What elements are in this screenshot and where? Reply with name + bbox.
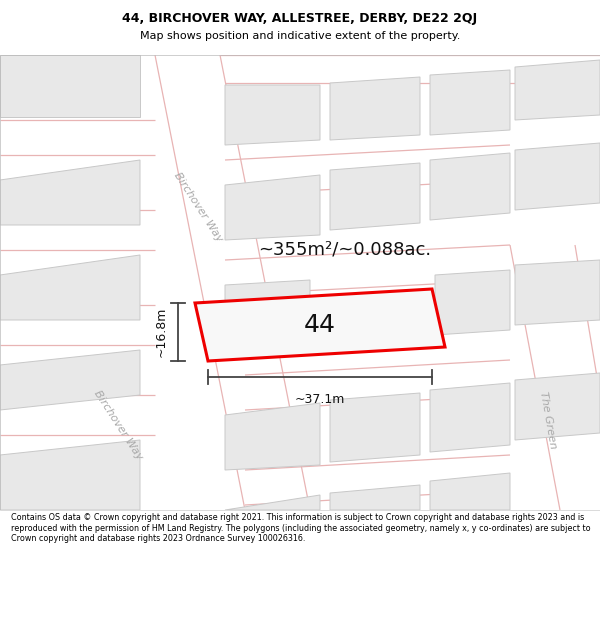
Text: ~16.8m: ~16.8m bbox=[155, 307, 168, 357]
Polygon shape bbox=[515, 143, 600, 210]
Polygon shape bbox=[0, 350, 140, 410]
Polygon shape bbox=[330, 485, 420, 510]
Polygon shape bbox=[225, 495, 320, 510]
Text: The Green: The Green bbox=[538, 391, 558, 449]
Polygon shape bbox=[0, 210, 155, 270]
Polygon shape bbox=[0, 55, 140, 117]
Polygon shape bbox=[0, 255, 140, 320]
Polygon shape bbox=[225, 85, 320, 145]
Text: Birchover Way: Birchover Way bbox=[172, 171, 224, 244]
Polygon shape bbox=[310, 245, 510, 295]
Text: 44: 44 bbox=[304, 313, 336, 337]
Text: Birchover Way: Birchover Way bbox=[92, 388, 144, 462]
Polygon shape bbox=[515, 373, 600, 440]
Polygon shape bbox=[430, 473, 510, 510]
Polygon shape bbox=[245, 360, 510, 410]
Polygon shape bbox=[195, 289, 445, 361]
Text: Contains OS data © Crown copyright and database right 2021. This information is : Contains OS data © Crown copyright and d… bbox=[11, 514, 590, 543]
Polygon shape bbox=[0, 120, 155, 175]
Polygon shape bbox=[225, 175, 320, 240]
Text: ~355m²/~0.088ac.: ~355m²/~0.088ac. bbox=[258, 241, 431, 259]
Text: Map shows position and indicative extent of the property.: Map shows position and indicative extent… bbox=[140, 31, 460, 41]
Polygon shape bbox=[510, 245, 600, 510]
Polygon shape bbox=[225, 280, 310, 355]
Polygon shape bbox=[435, 270, 510, 335]
Polygon shape bbox=[430, 383, 510, 452]
Polygon shape bbox=[220, 55, 600, 83]
Polygon shape bbox=[225, 403, 320, 470]
Text: ~37.1m: ~37.1m bbox=[295, 393, 345, 406]
Polygon shape bbox=[0, 440, 140, 510]
Polygon shape bbox=[0, 305, 155, 360]
Polygon shape bbox=[330, 77, 420, 140]
Polygon shape bbox=[310, 145, 510, 195]
Polygon shape bbox=[330, 163, 420, 230]
Polygon shape bbox=[330, 393, 420, 462]
Polygon shape bbox=[155, 55, 310, 510]
Polygon shape bbox=[245, 455, 510, 505]
Polygon shape bbox=[430, 153, 510, 220]
Text: 44, BIRCHOVER WAY, ALLESTREE, DERBY, DE22 2QJ: 44, BIRCHOVER WAY, ALLESTREE, DERBY, DE2… bbox=[122, 12, 478, 25]
Polygon shape bbox=[515, 260, 600, 325]
Polygon shape bbox=[0, 160, 140, 225]
Polygon shape bbox=[0, 395, 155, 450]
Polygon shape bbox=[430, 70, 510, 135]
Polygon shape bbox=[515, 60, 600, 120]
